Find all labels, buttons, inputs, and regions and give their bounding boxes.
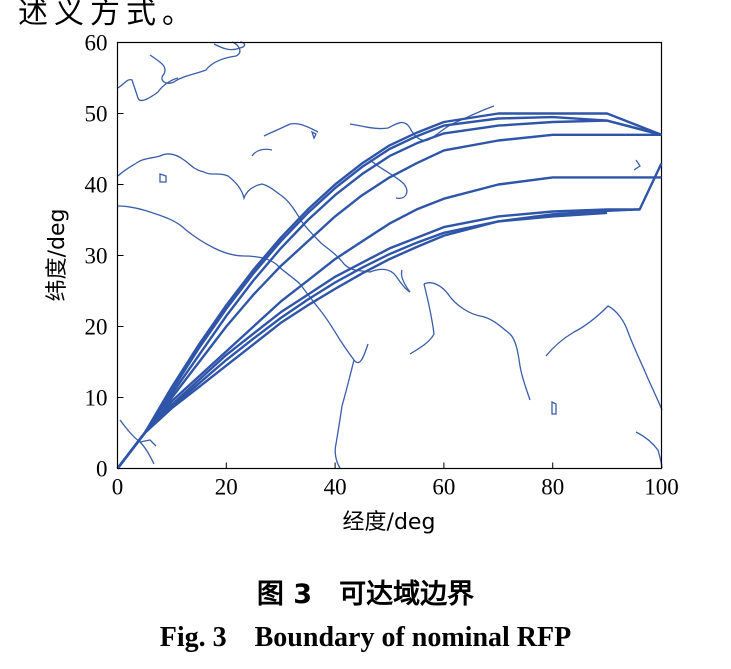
x-tick-label: 0 <box>112 475 124 500</box>
plot-frame <box>116 41 663 470</box>
trajectory-line-2 <box>116 115 662 470</box>
y-axis-label: 纬度/deg <box>45 209 70 302</box>
axis-ticks: 0 20 40 60 80 100 0 10 20 30 40 50 60 <box>85 31 679 500</box>
x-tick-label: 60 <box>432 475 455 500</box>
trajectory-line-5 <box>116 176 662 470</box>
trajectory-lines <box>116 112 663 470</box>
trajectory-line-4 <box>116 133 662 470</box>
x-tick-label: 20 <box>215 475 238 500</box>
trajectory-line-1 <box>116 112 662 470</box>
trajectory-line-7 <box>116 208 640 470</box>
figure-caption-chinese: 图 3 可达域边界 <box>256 579 475 610</box>
trajectory-line-8 <box>116 211 608 470</box>
x-tick-label: 80 <box>541 475 564 500</box>
trajectory-line-3 <box>116 119 662 470</box>
y-tick-label: 20 <box>85 315 108 340</box>
y-tick-label: 50 <box>85 102 108 127</box>
y-tick-label: 60 <box>85 31 108 56</box>
x-axis-label: 经度/deg <box>343 510 436 535</box>
y-tick-label: 30 <box>85 244 108 269</box>
reachable-domain-chart: 0 20 40 60 80 100 0 10 20 30 40 50 60 经度/deg 纬度/deg <box>45 31 679 536</box>
y-tick-label: 0 <box>96 457 108 482</box>
y-tick-label: 10 <box>85 386 108 411</box>
previous-text-fragment: 述义方式。 <box>18 0 198 31</box>
x-tick-label: 100 <box>644 475 679 500</box>
trajectory-line-6 <box>116 162 663 470</box>
x-tick-label: 40 <box>324 475 347 500</box>
figure-caption-english: Fig. 3 Boundary of nominal RFP <box>159 622 572 653</box>
y-tick-label: 40 <box>85 173 108 198</box>
